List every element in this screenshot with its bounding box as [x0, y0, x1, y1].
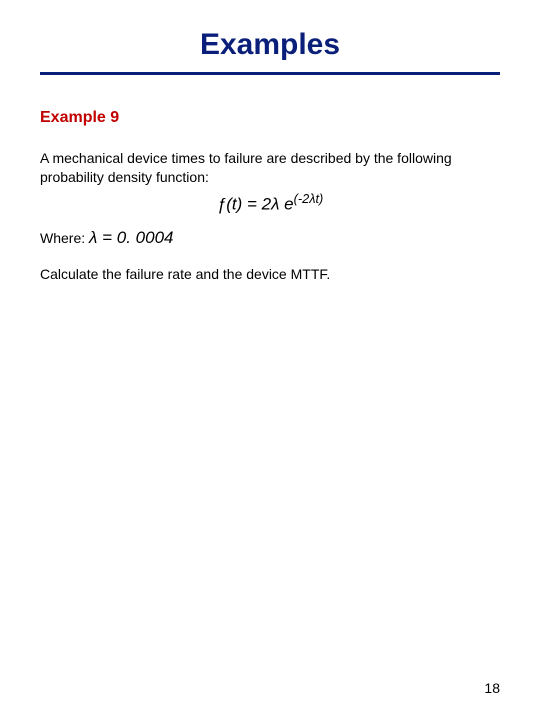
- page-title: Examples: [40, 28, 500, 62]
- pdf-formula: ƒ(t) = 2λ e(-2λt): [40, 191, 500, 215]
- intro-text: A mechanical device times to failure are…: [40, 149, 500, 187]
- where-label: Where:: [40, 230, 89, 246]
- where-line: Where: λ = 0. 0004: [40, 228, 500, 248]
- page-number: 18: [484, 680, 500, 696]
- calculate-text: Calculate the failure rate and the devic…: [40, 266, 500, 282]
- title-rule: [40, 72, 500, 75]
- formula-main: ƒ(t) = 2λ e: [217, 194, 294, 213]
- example-number: Example 9: [40, 109, 500, 127]
- where-value: λ = 0. 0004: [89, 228, 173, 247]
- formula-exponent: (-2λt): [294, 191, 324, 206]
- slide-page: Examples Example 9 A mechanical device t…: [0, 0, 540, 720]
